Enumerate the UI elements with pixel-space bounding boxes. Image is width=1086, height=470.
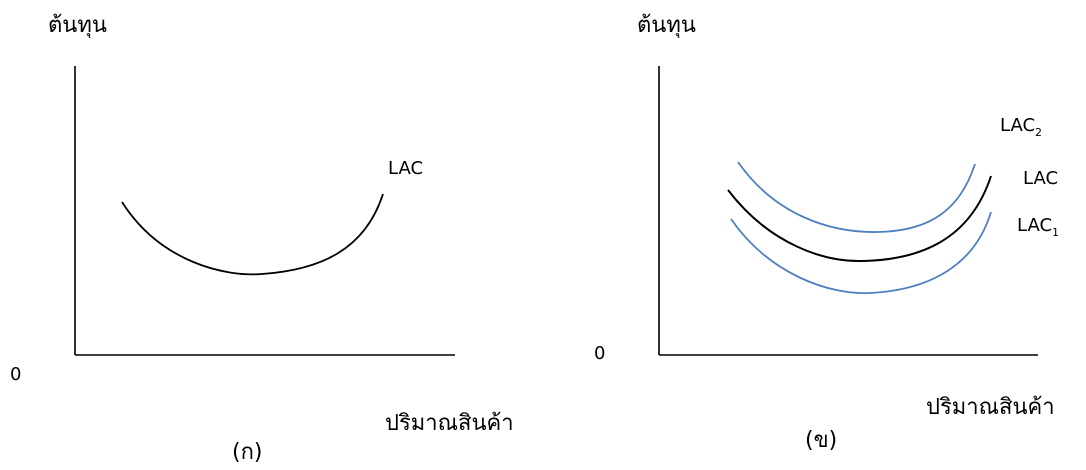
panel-a-x-axis-label: ปริมาณสินค้า: [385, 411, 514, 436]
panel-b-lac1-label: LAC1: [1017, 215, 1060, 239]
panel-a-lac-curve: [121, 193, 384, 276]
panel-b-y-axis-label: ต้นทุน: [637, 13, 696, 38]
panel-b-x-axis-label: ปริมาณสินค้า: [926, 395, 1055, 420]
panel-b-lac1-curve: [730, 211, 992, 294]
panel-a-lac-label: LAC: [388, 158, 424, 179]
panel-b-lac2-label: LAC2: [1000, 115, 1043, 139]
panel-b-origin-label: 0: [594, 343, 606, 364]
panel-b-lac2-curve: [737, 161, 976, 233]
panel-a-y-axis-label: ต้นทุน: [48, 13, 107, 38]
panel-b-caption: (ข): [805, 428, 838, 453]
panel-a-caption: (ก): [232, 440, 263, 465]
panel-a-origin-label: 0: [10, 364, 22, 385]
panel-b-lac-curve: [727, 175, 992, 263]
panel-b-lac-label: LAC: [1023, 168, 1059, 189]
